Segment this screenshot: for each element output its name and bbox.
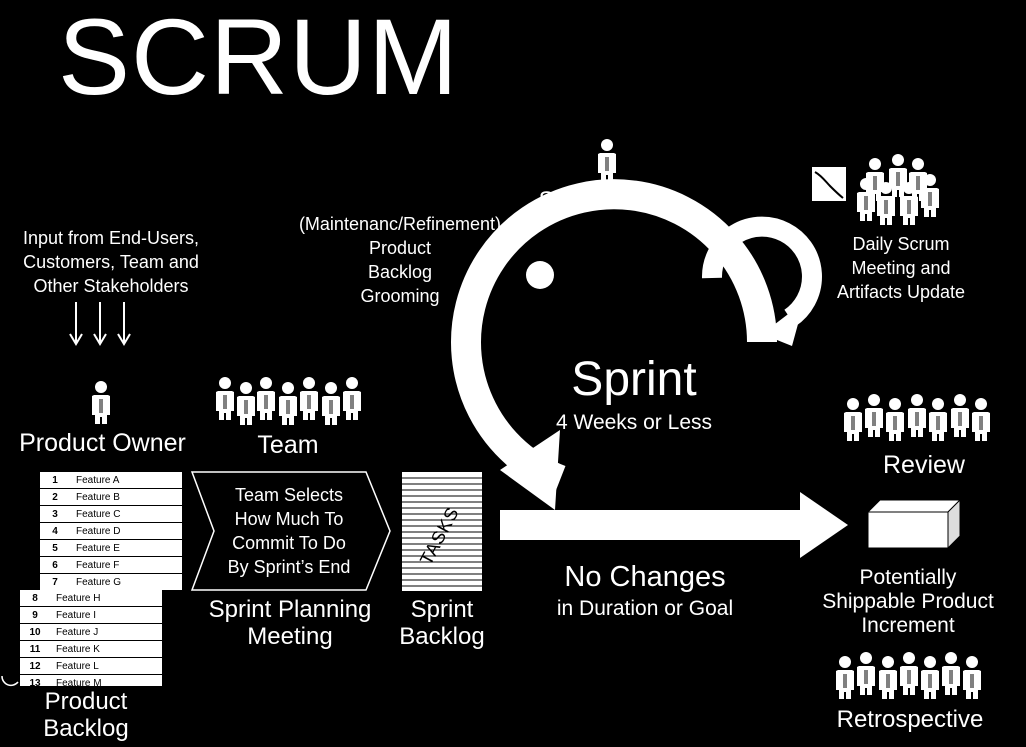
team-selects-chevron bbox=[190, 471, 391, 591]
sprint-backlog-tasks-icon bbox=[402, 472, 482, 591]
retrospective-label: Retrospective bbox=[836, 706, 984, 733]
table-row: 6 Feature F bbox=[40, 557, 182, 574]
table-row: 12 Feature L bbox=[20, 658, 162, 675]
sprint-backlog-label: Sprint Backlog bbox=[399, 596, 485, 650]
team-label: Team bbox=[257, 431, 319, 459]
table-row: 1 Feature A bbox=[40, 472, 182, 489]
document-icon bbox=[812, 167, 846, 201]
review-label: Review bbox=[883, 451, 965, 479]
daily-scrum-loop-arrow bbox=[701, 216, 822, 346]
daily-scrum-team-icon bbox=[856, 153, 940, 226]
shippable-increment-text: Potentially Shippable Product Increment bbox=[822, 566, 994, 637]
sprint-subtitle: 4 Weeks or Less bbox=[555, 411, 712, 434]
team-selects-text: Team Selects How Much To Commit To Do By… bbox=[227, 485, 351, 577]
product-owner-label: Product Owner bbox=[19, 429, 186, 457]
table-row: 11 Feature K bbox=[20, 641, 162, 658]
no-changes-title: No Changes bbox=[564, 561, 726, 593]
team-icon bbox=[215, 376, 362, 426]
sprint-planning-label: Sprint Planning Meeting bbox=[208, 596, 372, 650]
product-backlog-label: Product Backlog bbox=[20, 688, 152, 742]
page-title: SCRUM bbox=[58, 0, 459, 117]
product-increment-box-icon bbox=[866, 498, 962, 550]
table-row: 3 Feature C bbox=[40, 506, 182, 523]
table-row: 10 Feature J bbox=[20, 624, 162, 641]
table-row: 8 Feature H bbox=[20, 590, 162, 607]
input-arrows bbox=[69, 302, 131, 346]
table-row: 7 Feature G bbox=[40, 574, 182, 591]
table-row: 5 Feature E bbox=[40, 540, 182, 557]
review-group-icon bbox=[843, 393, 991, 442]
table-row: 4 Feature D bbox=[40, 523, 182, 540]
scrum-master-label: ScrumMaster bbox=[538, 187, 682, 214]
daily-scrum-text: Daily Scrum Meeting and Artifacts Update bbox=[836, 234, 966, 302]
no-changes-subtitle: in Duration or Goal bbox=[556, 597, 734, 620]
table-row: 2 Feature B bbox=[40, 489, 182, 506]
table-row: 13 Feature M bbox=[20, 675, 162, 687]
backlog-fold-marker bbox=[1, 675, 19, 687]
grooming-text: (Maintenanc/Refinement) Product Backlog … bbox=[298, 214, 502, 306]
product-owner-icon bbox=[91, 380, 111, 425]
scrum-master-icon bbox=[597, 138, 617, 183]
table-row: 9 Feature I bbox=[20, 607, 162, 624]
sprint-title: Sprint bbox=[571, 353, 697, 406]
product-backlog-list-bottom: 8 Feature H 9 Feature I 10 Feature J 11 Feat… bbox=[20, 590, 162, 686]
product-backlog-list-top: 1 Feature A 2 Feature B 3 Feature C 4 Featur… bbox=[40, 472, 182, 591]
retrospective-group-icon bbox=[835, 651, 982, 700]
output-arrow bbox=[500, 492, 848, 558]
input-stakeholders-text: Input from End-Users, Customers, Team an… bbox=[22, 228, 200, 296]
